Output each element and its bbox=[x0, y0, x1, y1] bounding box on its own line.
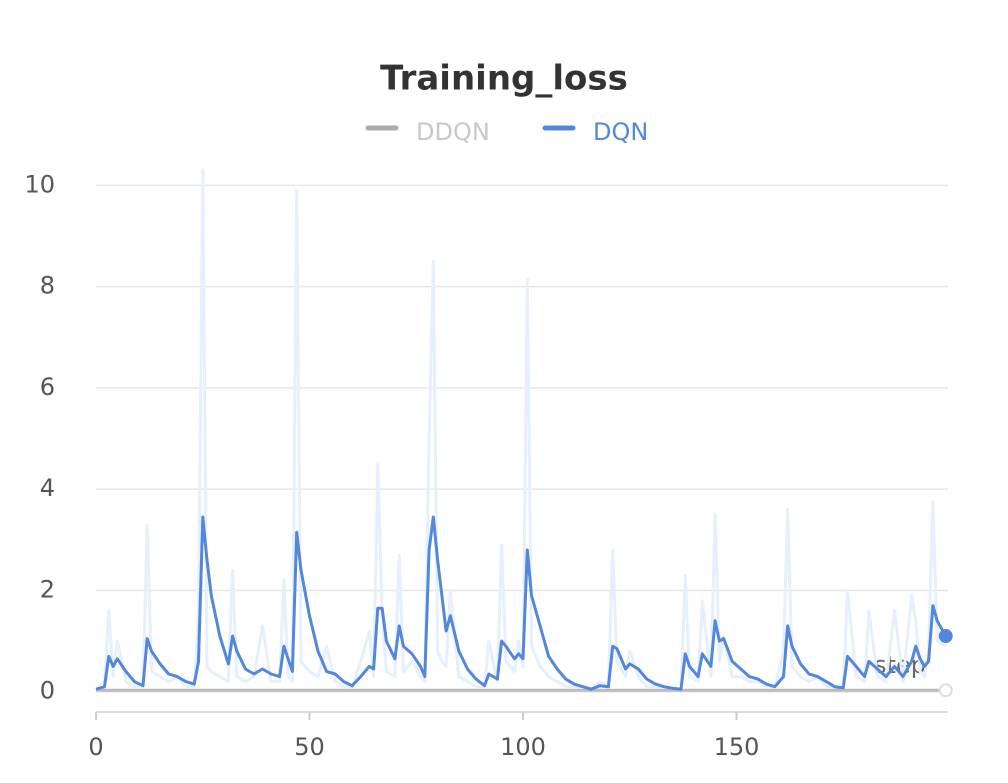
y-tick-label: 2 bbox=[40, 575, 55, 603]
legend-label: DQN bbox=[593, 118, 648, 146]
x-tick-label: 50 bbox=[294, 733, 325, 761]
end-point bbox=[938, 683, 953, 698]
raw-line bbox=[95, 168, 947, 691]
x-tick-label: 0 bbox=[88, 733, 103, 761]
end-point bbox=[938, 629, 953, 644]
series-line bbox=[95, 515, 948, 691]
x-tick-label: 150 bbox=[714, 733, 760, 761]
y-tick-label: 8 bbox=[40, 272, 55, 300]
y-tick-label: 10 bbox=[24, 170, 55, 198]
y-tick-label: 4 bbox=[40, 474, 55, 502]
legend-label: DDQN bbox=[416, 118, 490, 146]
x-tick-label: 100 bbox=[500, 733, 546, 761]
chart-title: Training_loss bbox=[380, 59, 628, 99]
y-tick-label: 6 bbox=[40, 373, 55, 401]
y-tick-label: 0 bbox=[40, 677, 55, 705]
